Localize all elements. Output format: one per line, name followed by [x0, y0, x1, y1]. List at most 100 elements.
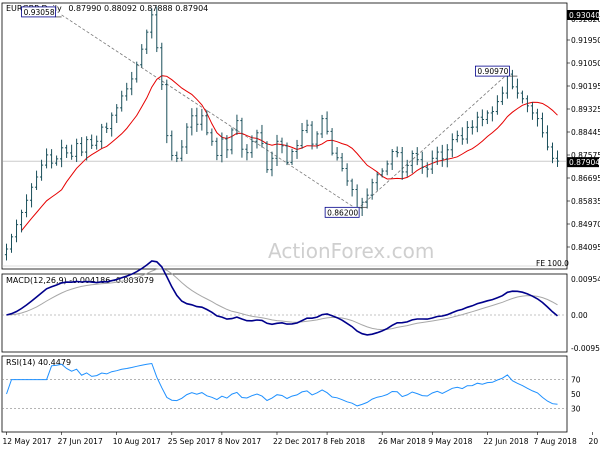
x-tick-label: 22 Jun 2018 — [483, 437, 528, 446]
macd-tick-label: 0.00 — [571, 311, 588, 320]
ohlc-bar — [535, 108, 540, 127]
ohlc-bar — [515, 78, 520, 99]
ohlc-bar — [490, 106, 494, 122]
x-tick-label: 20 Sep 2018 — [589, 437, 600, 446]
annotation-text: 0.90970 — [477, 67, 508, 76]
ohlc-values: 0.87990 0.88092 0.87888 0.87904 — [68, 4, 208, 13]
ohlc-bar — [415, 147, 419, 166]
rsi-tick-label: 50 — [571, 390, 581, 399]
ohlc-bar — [245, 144, 249, 161]
macd-lines — [6, 260, 559, 336]
ohlc-bar — [285, 142, 289, 166]
ohlc-bar — [105, 122, 109, 133]
macd-title: MACD(12,26,9) -0.004186 -0.003079 — [6, 276, 154, 285]
macd-y-axis: 0.00954 0.00 -0.009538 — [571, 275, 600, 353]
ohlc-bar — [460, 127, 464, 145]
ohlc-bar — [410, 150, 414, 174]
annotation-box — [475, 65, 510, 77]
ohlc-bar — [325, 111, 329, 135]
y-tick-label: 0.86695 — [571, 174, 600, 183]
ohlc-bar — [225, 135, 229, 159]
ohlc-bar — [145, 29, 149, 55]
ohlc-bar — [150, 8, 154, 39]
ohlc-bar — [110, 112, 114, 137]
ohlc-bar — [330, 128, 334, 156]
ohlc-bar — [280, 137, 284, 154]
ohlc-bar — [395, 146, 399, 158]
ohlc-bar — [4, 243, 9, 261]
ohlc-bar — [335, 147, 339, 161]
x-tick-label: 26 Mar 2018 — [378, 437, 426, 446]
ohlc-bar — [480, 109, 484, 127]
ohlc-bar — [445, 144, 449, 168]
ohlc-bar — [135, 61, 139, 83]
y-tick-label: 0.90195 — [571, 82, 600, 91]
ohlc-bar — [60, 139, 64, 168]
rsi-panel — [1, 355, 568, 433]
price-y-axis: 0.928200.919500.910500.901950.893250.884… — [567, 10, 600, 252]
ohlc-bar — [120, 90, 124, 112]
ohlc-bar — [19, 209, 24, 233]
x-tick-label: 8 Feb 2018 — [323, 437, 365, 446]
ohlc-bar — [530, 102, 535, 120]
macd-line — [6, 260, 559, 336]
ohlc-bar — [405, 159, 409, 177]
trendlines — [61, 14, 508, 210]
ohlc-bar — [295, 139, 299, 159]
y-tick-label: 0.84970 — [571, 220, 600, 229]
ohlc-bar — [510, 69, 515, 90]
ohlc-bar — [170, 130, 174, 161]
high-badge-bg — [567, 10, 599, 20]
annotation-box — [324, 206, 360, 218]
annotation-text: 0.93058 — [24, 8, 55, 17]
x-tick-label: 7 Aug 2018 — [533, 437, 576, 446]
watermark: ActionForex.com — [268, 239, 434, 263]
ohlc-bar — [430, 150, 434, 174]
ohlc-bar — [425, 162, 429, 178]
ohlc-bar — [70, 144, 74, 160]
x-tick-label: 22 Dec 2017 — [273, 437, 321, 446]
ohlc-bar — [95, 135, 99, 150]
price-annotation: 0.86200 — [324, 206, 368, 218]
ohlc-bar — [14, 219, 19, 243]
annotation-text: 0.86200 — [327, 208, 358, 217]
price-annotations: 0.93058 0.90970 0.86200 — [21, 6, 518, 218]
x-axis: 12 May 2017 27 Jun 2017 10 Aug 2017 25 Sep … — [3, 432, 600, 446]
ohlc-bar — [340, 152, 344, 172]
last-price-badge-text: 0.87904 — [569, 158, 600, 167]
ohlc-bar — [275, 134, 279, 166]
ohlc-bar — [365, 188, 369, 209]
ohlc-bar — [125, 82, 129, 101]
x-tick-label: 25 Sep 2017 — [168, 437, 216, 446]
ohlc-bar — [525, 95, 530, 113]
ohlc-bar — [440, 144, 444, 167]
ohlc-bar — [175, 151, 179, 163]
ohlc-bar — [205, 110, 209, 136]
ohlc-bar — [450, 133, 454, 158]
y-tick-label: 0.88445 — [571, 128, 600, 137]
y-tick-label: 0.85835 — [571, 197, 600, 206]
ohlc-bar — [54, 155, 59, 166]
ohlc-bar — [350, 178, 354, 197]
last-price-badge: 0.87904 — [567, 157, 600, 168]
ohlc-bar — [270, 151, 274, 177]
price-panel — [1, 2, 568, 270]
ohlc-bar — [360, 197, 364, 216]
moving-average — [21, 75, 558, 232]
high-badge-text: 0.93040 — [569, 11, 600, 20]
ohlc-bar — [90, 134, 94, 149]
macd-panel — [1, 273, 568, 353]
ohlc-bar — [130, 71, 134, 96]
ohlc-bar — [215, 137, 219, 161]
price-annotation: 0.90970 — [475, 65, 518, 77]
y-tick-label: 0.84095 — [571, 243, 600, 252]
ohlc-bar — [475, 111, 479, 133]
ohlc-bar — [195, 107, 199, 132]
ohlc-bar — [315, 131, 319, 149]
ohlc-bar — [310, 121, 314, 150]
y-tick-label: 0.91050 — [571, 59, 600, 68]
ohlc-bar — [44, 148, 49, 169]
ohlc-bar — [80, 137, 84, 157]
ohlc-bar — [435, 146, 439, 165]
